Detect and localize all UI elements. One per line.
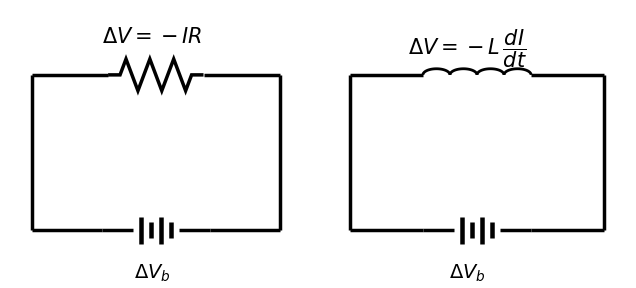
Text: $\Delta V = -L\,\dfrac{dI}{dt}$: $\Delta V = -L\,\dfrac{dI}{dt}$: [408, 28, 527, 70]
Text: $\Delta V_b$: $\Delta V_b$: [449, 263, 486, 284]
Text: $\Delta V = -IR$: $\Delta V = -IR$: [102, 27, 203, 48]
Text: $\Delta V_b$: $\Delta V_b$: [134, 263, 171, 284]
